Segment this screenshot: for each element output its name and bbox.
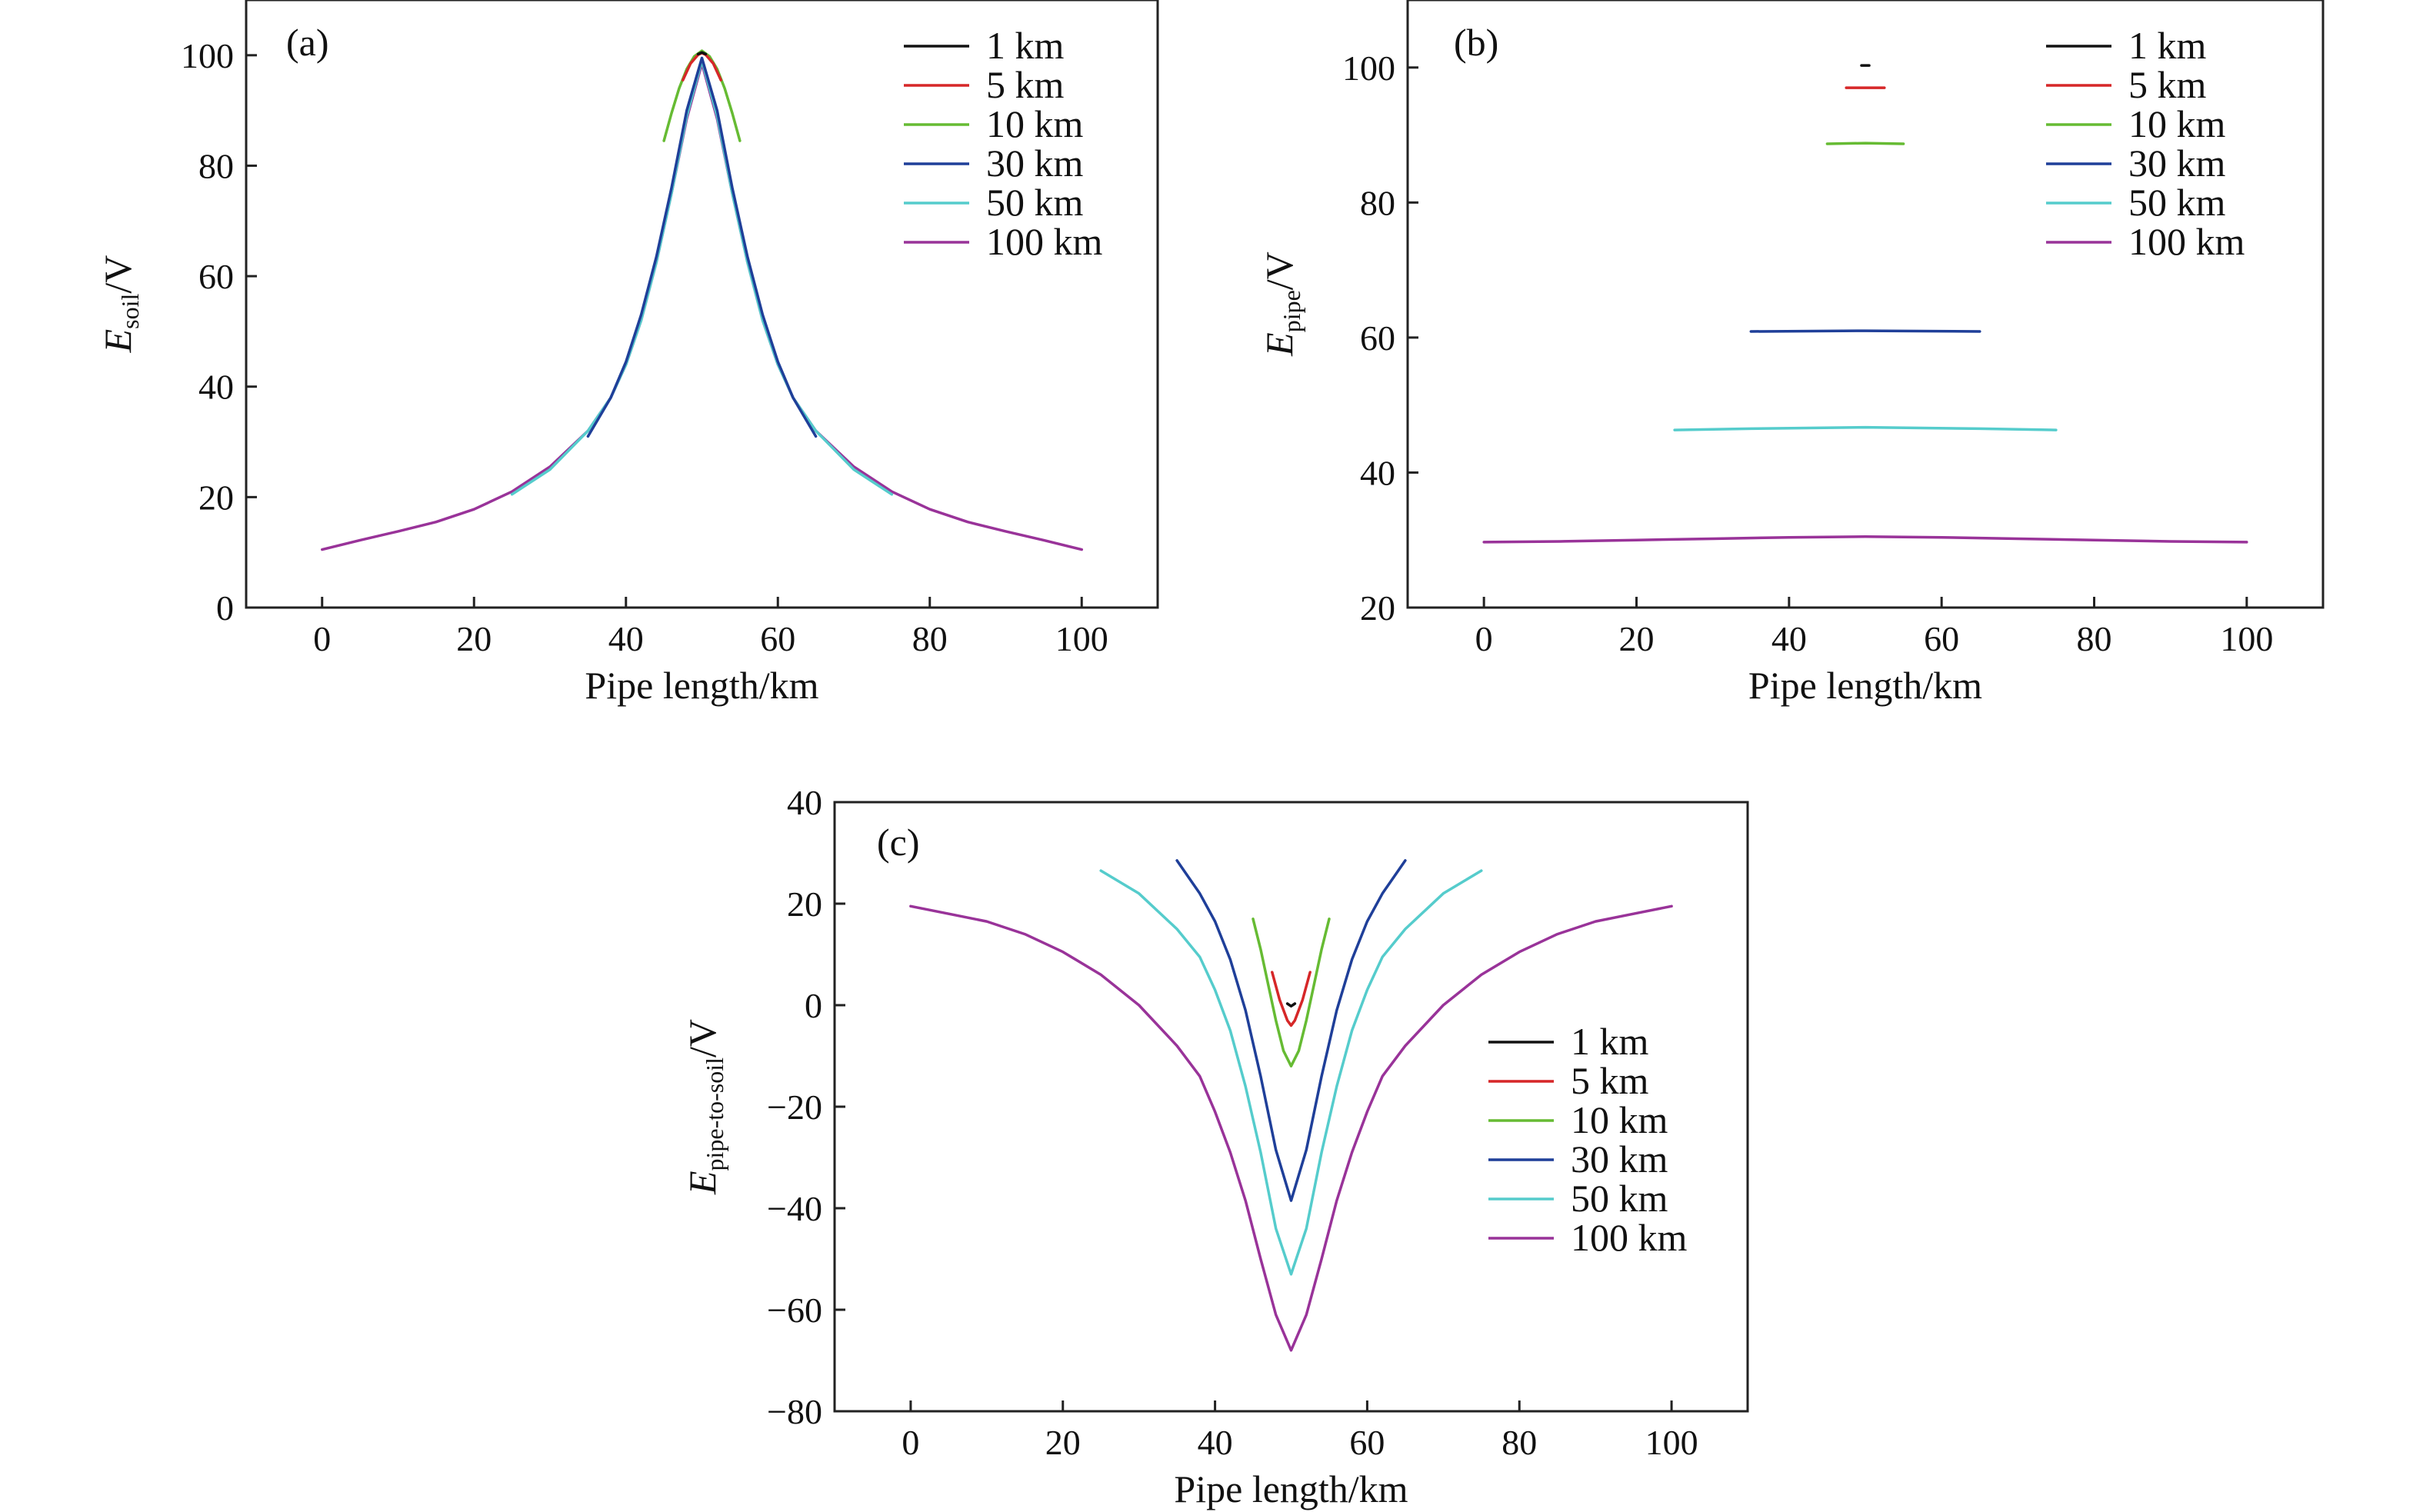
y-tick-label: 60	[198, 257, 234, 296]
legend-label: 10 km	[1571, 1098, 1668, 1141]
series-line-1km	[1285, 1002, 1297, 1008]
y-axis-label: Epipe/V	[1258, 251, 1305, 357]
series-line-50km	[510, 59, 894, 496]
y-axis-label-subscript: soil	[116, 294, 144, 329]
x-tick-label: 60	[1349, 1423, 1385, 1462]
series-line-50km	[1099, 869, 1483, 1276]
panel-label: (c)	[877, 821, 920, 864]
y-axis-label: Esoil/V	[96, 255, 144, 354]
series-line-30km	[586, 56, 818, 438]
y-axis-label-symbol: E	[96, 329, 139, 354]
y-tick-label: 60	[1360, 318, 1395, 358]
y-tick-label: 100	[181, 36, 234, 75]
y-tick-label: 100	[1342, 48, 1395, 88]
legend-label: 100 km	[2128, 220, 2245, 263]
series-line-10km	[1251, 918, 1331, 1067]
legend-label: 30 km	[986, 142, 1084, 185]
legend-label: 30 km	[2128, 142, 2226, 185]
series-line-30km	[1175, 859, 1407, 1202]
y-tick-label: 20	[787, 884, 822, 924]
legend-label: 1 km	[1571, 1020, 1649, 1063]
y-axis-label: Epipe-to-soil/V	[681, 1019, 728, 1195]
legend-label: 100 km	[1571, 1216, 1688, 1259]
legend-label: 5 km	[986, 63, 1065, 106]
x-tick-label: 80	[912, 619, 948, 658]
y-axis-label-unit: /V	[96, 255, 139, 294]
plot-frame	[245, 0, 1159, 609]
series-line-100km	[321, 62, 1084, 551]
x-tick-label: 20	[1045, 1423, 1081, 1462]
y-tick-label: 80	[1360, 183, 1395, 222]
legend-label: 30 km	[1571, 1137, 1668, 1181]
x-tick-label: 0	[1475, 619, 1493, 658]
legend-label: 1 km	[986, 24, 1065, 67]
legend-label: 100 km	[986, 220, 1103, 263]
x-tick-label: 100	[1645, 1423, 1698, 1462]
series-line-5km	[1271, 971, 1311, 1027]
legend-label: 5 km	[2128, 63, 2207, 106]
y-tick-label: 0	[216, 588, 234, 628]
y-axis-label-unit: /V	[681, 1019, 724, 1057]
y-tick-label: −40	[767, 1189, 822, 1228]
y-tick-label: 20	[1360, 588, 1395, 628]
x-tick-label: 100	[1055, 619, 1108, 658]
x-tick-label: 60	[760, 619, 795, 658]
x-axis-label: Pipe length/km	[585, 664, 818, 707]
y-tick-label: 40	[198, 368, 234, 407]
panel-b: 0 20 40 60 80 100 20 40 60 80 100 Pipe length/km Epi…	[1258, 0, 2325, 707]
x-tick-label: 20	[1619, 619, 1655, 658]
series-line-10km	[662, 49, 742, 142]
x-tick-label: 60	[1924, 619, 1959, 658]
x-axis-label: Pipe length/km	[1748, 664, 1982, 707]
series-line-50km	[1673, 425, 2058, 431]
y-axis-label-subscript: pipe-to-soil	[701, 1057, 728, 1171]
y-tick-label: 40	[787, 783, 822, 822]
series-line-100km	[909, 904, 1673, 1352]
x-tick-label: 0	[313, 619, 331, 658]
y-tick-label: −60	[767, 1291, 822, 1330]
y-axis-label-unit: /V	[1258, 251, 1301, 290]
y-tick-label: 80	[198, 146, 234, 185]
panel-label: (a)	[286, 21, 329, 64]
y-tick-label: 40	[1360, 453, 1395, 492]
x-tick-label: 80	[2077, 619, 2112, 658]
x-tick-label: 80	[1501, 1423, 1537, 1462]
x-tick-label: 40	[1771, 619, 1807, 658]
y-axis-label-symbol: E	[681, 1171, 724, 1195]
y-axis-label-symbol: E	[1258, 332, 1301, 357]
x-tick-label: 100	[2220, 619, 2273, 658]
x-tick-label: 40	[1198, 1423, 1233, 1462]
y-tick-label: 20	[198, 478, 234, 517]
plot-frame	[1406, 0, 2325, 609]
legend-label: 1 km	[2128, 24, 2207, 67]
panel-label: (b)	[1454, 21, 1498, 64]
y-tick-label: −80	[767, 1392, 822, 1431]
x-tick-label: 40	[608, 619, 644, 658]
x-axis-label: Pipe length/km	[1174, 1467, 1408, 1510]
legend-label: 10 km	[2128, 102, 2226, 145]
legend-label: 50 km	[1571, 1177, 1668, 1220]
series-line-100km	[1482, 535, 2248, 544]
y-tick-label: 0	[805, 986, 822, 1025]
y-axis-label-subscript: pipe	[1278, 290, 1305, 332]
series-line-1km	[696, 51, 708, 56]
x-tick-label: 20	[456, 619, 492, 658]
panel-c: 0 20 40 60 80 100 −80 −60 −40 −20 0 20 40 Pipe length…	[681, 783, 1749, 1510]
legend-label: 10 km	[986, 102, 1084, 145]
legend-label: 50 km	[986, 181, 1084, 224]
x-tick-label: 0	[902, 1423, 919, 1462]
legend-label: 5 km	[1571, 1059, 1649, 1102]
series-line-10km	[1825, 142, 1905, 145]
y-tick-label: −20	[767, 1087, 822, 1127]
panel-a: 0 20 40 60 80 100 0 20 40 60 80 100 Pipe length/km Es…	[96, 0, 1159, 707]
legend-label: 50 km	[2128, 181, 2226, 224]
